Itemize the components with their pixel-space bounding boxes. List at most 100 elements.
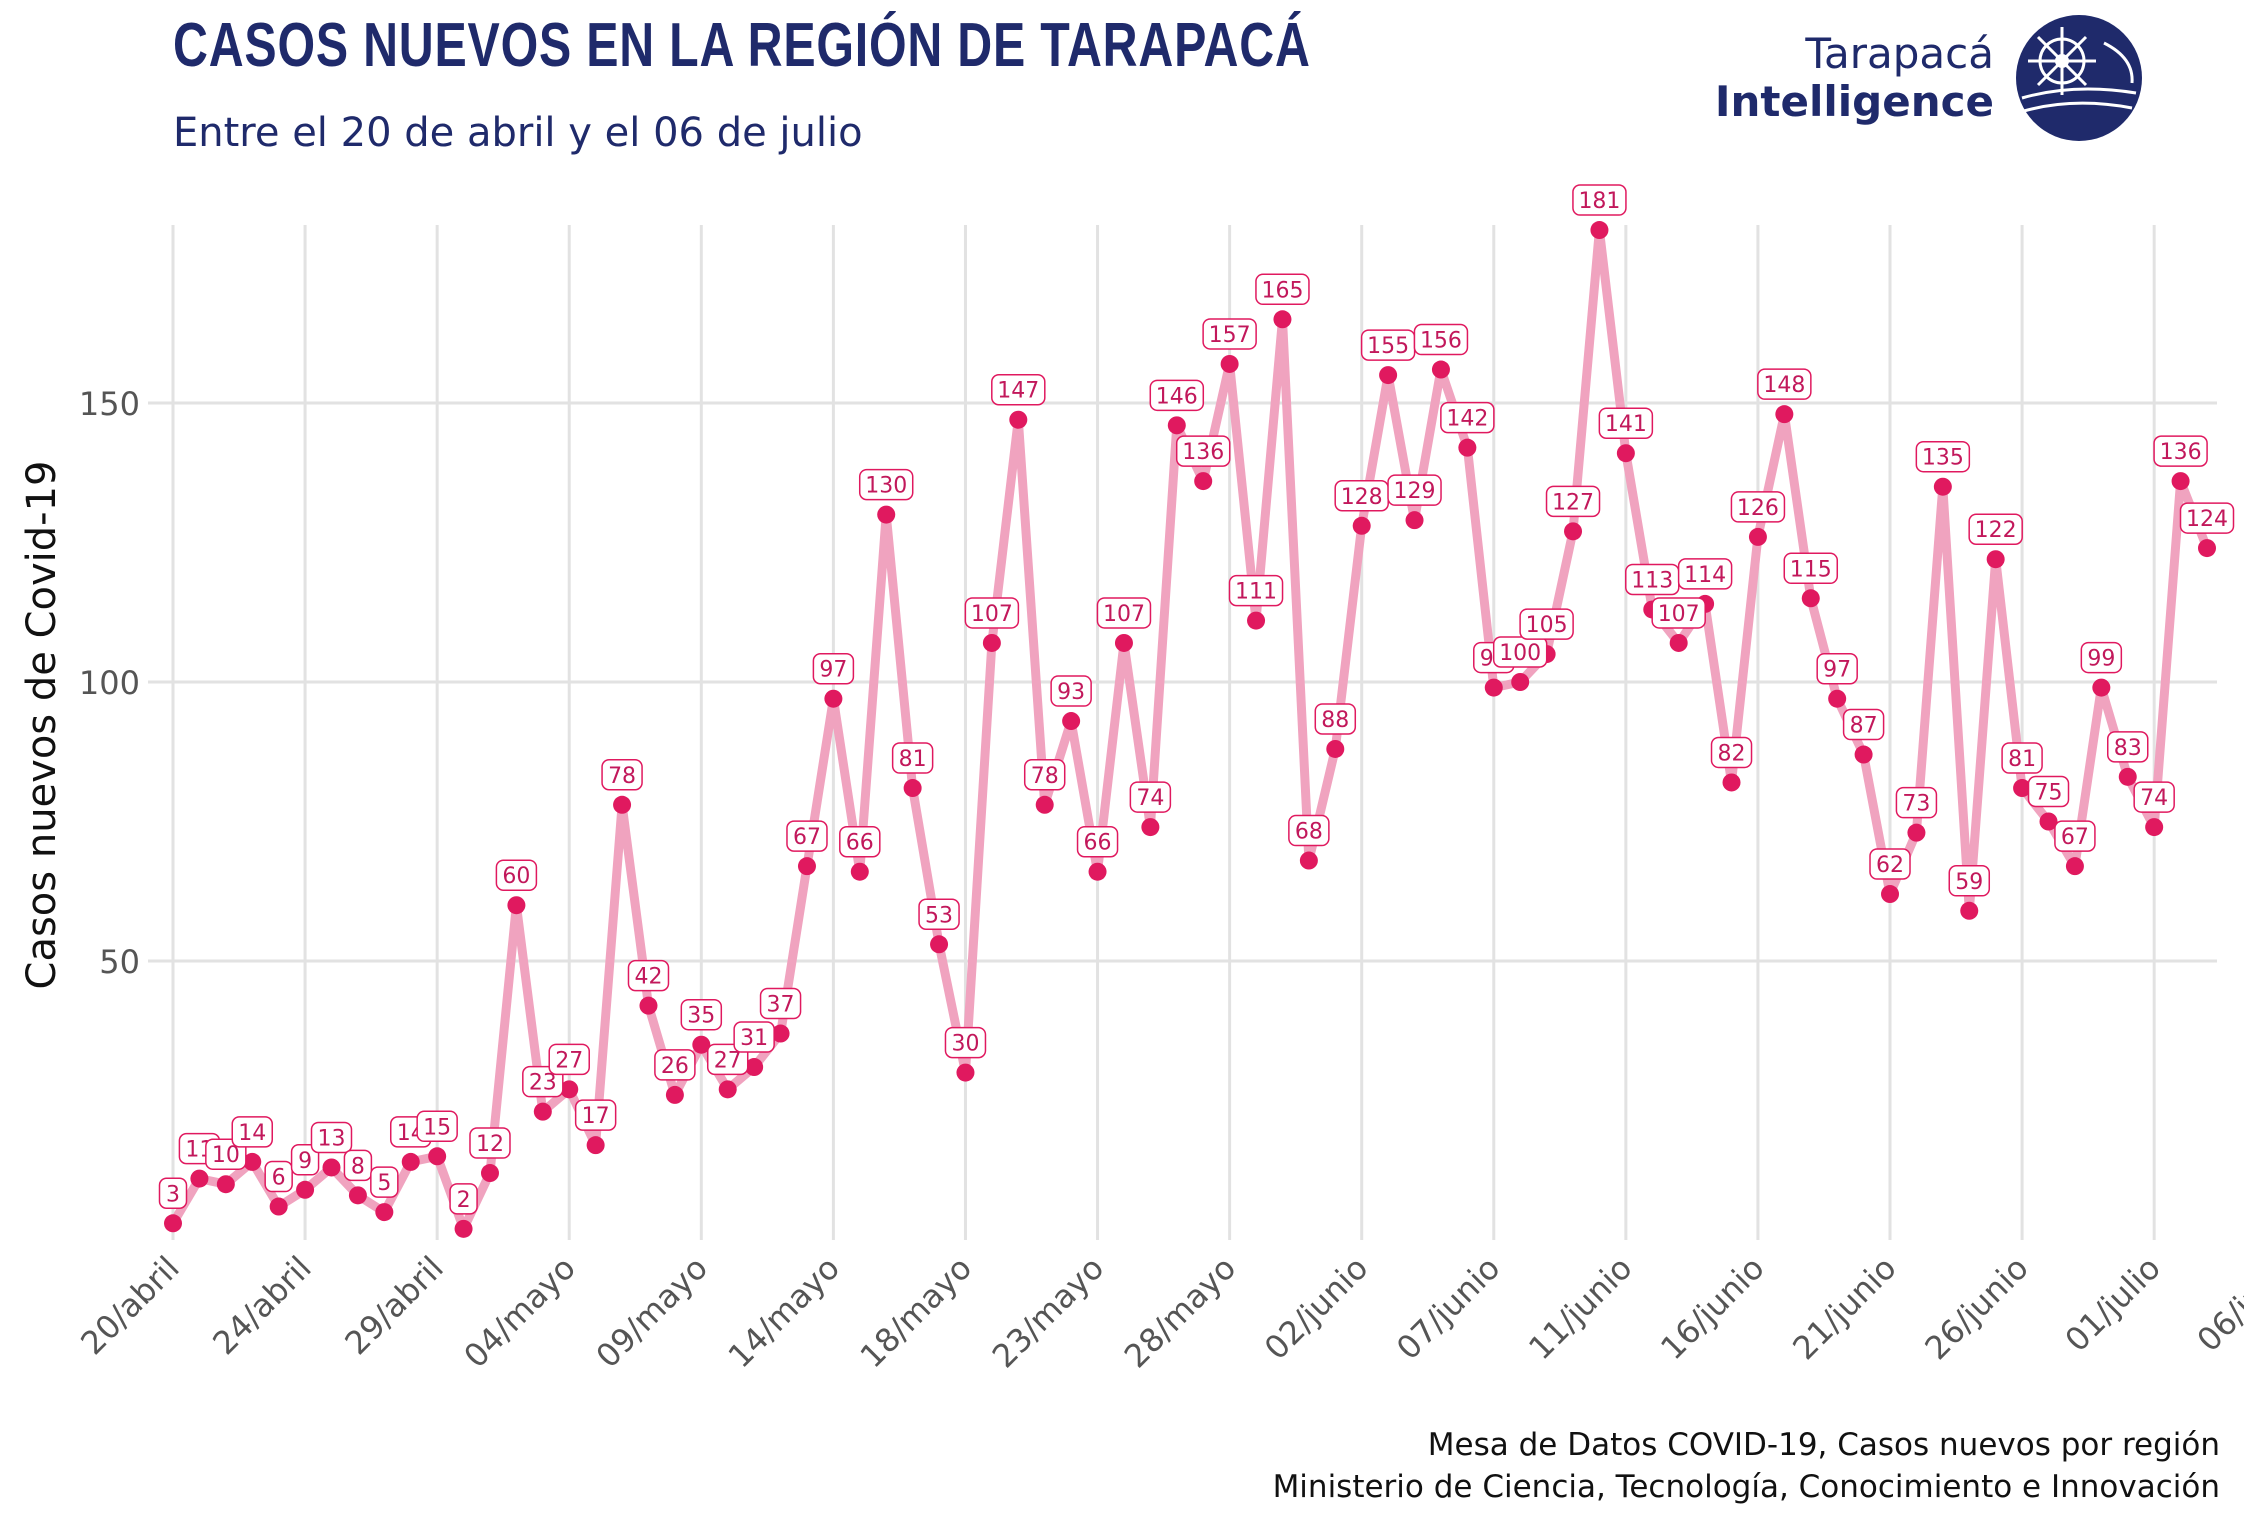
data-label: 2 — [449, 1183, 478, 1215]
data-point — [296, 1180, 315, 1199]
points-layer — [164, 221, 2216, 1238]
svg-text:37: 37 — [767, 993, 795, 1018]
svg-text:5: 5 — [377, 1171, 391, 1196]
data-label: 107 — [1096, 597, 1152, 629]
data-point — [1748, 527, 1767, 546]
svg-text:81: 81 — [899, 747, 927, 772]
svg-text:142: 142 — [1446, 407, 1488, 432]
data-label: 136 — [1175, 435, 1231, 467]
svg-text:12: 12 — [476, 1132, 504, 1157]
data-label: 59 — [1948, 865, 1991, 897]
svg-text:78: 78 — [1031, 764, 1059, 789]
svg-text:62: 62 — [1876, 853, 1904, 878]
data-point — [480, 1164, 499, 1183]
x-tick-label: 07/junio — [1389, 1249, 1507, 1367]
data-label: 35 — [680, 998, 723, 1031]
svg-text:157: 157 — [1209, 323, 1251, 348]
data-point — [1194, 472, 1213, 491]
svg-text:8: 8 — [351, 1154, 365, 1179]
data-point — [1722, 773, 1741, 792]
data-label: 5 — [370, 1166, 399, 1198]
data-label: 30 — [944, 1026, 987, 1059]
data-point — [2013, 779, 2032, 798]
data-label: 53 — [918, 898, 960, 931]
data-label: 37 — [759, 987, 802, 1020]
svg-text:9: 9 — [298, 1149, 312, 1174]
y-axis-title: Casos nuevos de Covid-19 — [19, 461, 65, 990]
data-label: 62 — [1869, 848, 1911, 880]
data-point — [2118, 767, 2137, 786]
data-point — [1775, 405, 1794, 424]
svg-text:99: 99 — [2087, 647, 2115, 672]
svg-text:107: 107 — [1658, 602, 1700, 627]
data-label: 93 — [1050, 675, 1092, 707]
data-label: 97 — [812, 652, 855, 685]
data-point — [2039, 812, 2058, 831]
data-label: 135 — [1915, 440, 1971, 473]
data-point — [2145, 818, 2164, 837]
x-tick-label: 24/abril — [205, 1249, 318, 1362]
brand-logo: Tarapacá Intelligence — [1715, 8, 2144, 148]
data-label: 115 — [1783, 552, 1839, 585]
data-point — [1247, 611, 1266, 630]
svg-text:122: 122 — [1975, 518, 2017, 543]
x-tick-label: 04/mayo — [456, 1249, 582, 1375]
svg-text:2: 2 — [457, 1188, 471, 1213]
data-label: 155 — [1360, 329, 1416, 361]
data-label: 147 — [991, 373, 1046, 406]
data-label: 78 — [1023, 759, 1066, 791]
data-label: 88 — [1314, 703, 1357, 735]
logo-text-line1: Tarapacá — [1805, 28, 1994, 78]
data-label: 107 — [964, 597, 1020, 629]
data-point — [1062, 712, 1081, 731]
data-point — [930, 935, 949, 954]
data-label: 113 — [1625, 563, 1680, 596]
svg-text:88: 88 — [1321, 708, 1349, 733]
data-point — [1273, 310, 1292, 329]
svg-text:115: 115 — [1790, 557, 1832, 582]
source-caption: Mesa de Datos COVID-19, Casos nuevos por… — [1273, 1425, 2220, 1509]
svg-text:165: 165 — [1261, 278, 1303, 303]
data-point — [401, 1152, 420, 1171]
data-point — [850, 862, 869, 881]
data-label: 146 — [1149, 379, 1205, 412]
x-tick-label: 02/junio — [1257, 1249, 1375, 1367]
svg-text:67: 67 — [793, 825, 821, 850]
data-point — [1088, 862, 1107, 881]
svg-text:75: 75 — [2035, 781, 2063, 806]
data-label: 74 — [2133, 781, 2175, 813]
data-label: 17 — [574, 1099, 617, 1131]
data-point — [1299, 851, 1318, 870]
svg-text:97: 97 — [819, 658, 847, 683]
data-label: 165 — [1255, 273, 1310, 306]
data-label: 14 — [231, 1116, 273, 1148]
data-label: 8 — [343, 1149, 373, 1182]
data-point — [1035, 795, 1054, 814]
svg-text:74: 74 — [1136, 786, 1164, 811]
data-label: 15 — [416, 1110, 458, 1143]
data-point — [1484, 678, 1503, 697]
data-label: 67 — [786, 820, 828, 852]
svg-text:27: 27 — [714, 1048, 742, 1073]
svg-text:15: 15 — [423, 1115, 451, 1140]
data-label: 75 — [2027, 775, 2070, 808]
data-point — [1986, 550, 2005, 569]
data-point — [2092, 678, 2111, 697]
data-label: 9 — [290, 1144, 320, 1176]
svg-text:6: 6 — [272, 1166, 286, 1191]
data-point — [1564, 522, 1583, 541]
svg-text:93: 93 — [1057, 680, 1085, 705]
data-label: 78 — [601, 759, 643, 791]
x-tick-label: 11/junio — [1521, 1249, 1639, 1367]
data-point — [877, 505, 896, 524]
svg-text:74: 74 — [2140, 786, 2168, 811]
data-point — [164, 1214, 182, 1233]
data-label: 107 — [1651, 597, 1706, 629]
x-tick-label: 16/junio — [1653, 1249, 1771, 1367]
data-point — [1801, 589, 1820, 608]
x-tick-label: 01/julio — [2057, 1249, 2167, 1359]
svg-text:136: 136 — [2160, 440, 2202, 465]
data-point — [639, 996, 658, 1015]
data-label: 3 — [158, 1177, 188, 1210]
data-point — [1590, 221, 1609, 240]
